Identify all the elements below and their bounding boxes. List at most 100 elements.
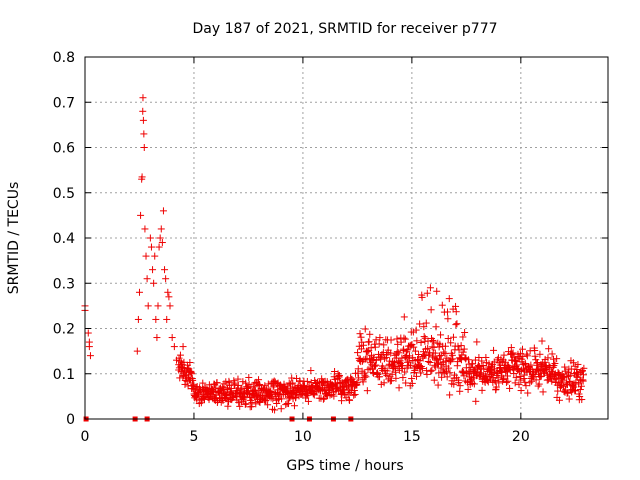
data-point <box>150 279 158 287</box>
data-point <box>437 331 445 339</box>
y-tick-label: 0.3 <box>53 276 75 292</box>
data-point <box>437 364 445 372</box>
data-point <box>168 334 176 342</box>
data-point <box>187 369 195 377</box>
data-point <box>271 406 279 414</box>
data-point <box>350 391 358 399</box>
data-point <box>176 357 184 365</box>
data-point <box>138 173 146 181</box>
data-point <box>139 107 147 115</box>
data-point <box>490 346 498 354</box>
data-point <box>242 379 250 387</box>
data-point <box>502 378 510 386</box>
data-point <box>443 373 451 381</box>
data-point <box>356 330 364 338</box>
data-point <box>310 391 318 399</box>
data-point <box>436 352 444 360</box>
x-tick-label: 20 <box>512 429 530 445</box>
data-point <box>354 349 362 357</box>
y-tick-label: 0.6 <box>53 141 75 157</box>
data-point <box>487 363 495 371</box>
data-point <box>553 355 561 363</box>
data-point <box>561 363 569 371</box>
data-point <box>186 359 194 367</box>
data-point <box>571 387 579 395</box>
data-point <box>454 342 462 350</box>
data-point <box>399 374 407 382</box>
data-point <box>366 330 374 338</box>
data-point <box>436 355 444 363</box>
data-point <box>371 343 379 351</box>
data-point <box>161 266 169 274</box>
data-point <box>387 336 395 344</box>
data-point <box>401 353 409 361</box>
y-tick-label: 0.4 <box>53 231 75 247</box>
data-point <box>426 284 434 292</box>
data-point <box>577 382 585 390</box>
data-point <box>562 379 570 387</box>
data-point <box>360 356 368 364</box>
data-point <box>175 354 183 362</box>
data-point <box>579 377 587 385</box>
data-point <box>452 302 460 310</box>
data-point <box>375 340 383 348</box>
data-point <box>304 397 312 405</box>
data-point <box>358 338 366 346</box>
data-point <box>141 225 149 233</box>
data-point <box>408 375 416 383</box>
x-tick-label: 10 <box>294 429 312 445</box>
data-point <box>512 374 520 382</box>
data-point <box>326 391 334 399</box>
data-point <box>255 376 263 384</box>
data-point <box>242 400 250 408</box>
data-point <box>554 387 562 395</box>
data-point <box>517 376 525 384</box>
data-point <box>457 342 465 350</box>
data-point <box>372 361 380 369</box>
data-point <box>400 334 408 342</box>
data-point <box>431 349 439 357</box>
data-point <box>359 341 367 349</box>
data-point <box>355 374 363 382</box>
data-point <box>526 379 534 387</box>
data-point <box>535 366 543 374</box>
data-point <box>459 367 467 375</box>
data-point <box>497 364 505 372</box>
y-tick-label: 0.7 <box>53 95 75 111</box>
data-point <box>441 342 449 350</box>
data-point <box>84 329 92 337</box>
y-tick-labels: 0 0.1 0.2 0.3 0.4 0.5 0.6 0.7 0.8 <box>53 50 75 428</box>
data-point <box>427 367 435 375</box>
data-point <box>461 328 469 336</box>
data-point <box>241 393 249 401</box>
data-point <box>415 350 423 358</box>
data-point <box>465 368 473 376</box>
data-point <box>353 379 361 387</box>
data-point <box>459 348 467 356</box>
data-point <box>539 388 547 396</box>
data-point <box>307 367 315 375</box>
data-point <box>249 383 257 391</box>
data-point <box>446 369 454 377</box>
data-point <box>387 377 395 385</box>
data-point <box>370 362 378 370</box>
data-point <box>418 365 426 373</box>
data-point <box>418 293 426 301</box>
data-point <box>566 371 574 379</box>
data-point <box>543 366 551 374</box>
data-point <box>578 396 586 404</box>
data-point <box>452 308 460 316</box>
data-point <box>500 351 508 359</box>
data-points <box>81 94 588 414</box>
data-point <box>277 405 285 413</box>
data-point <box>420 323 428 331</box>
data-point <box>438 301 446 309</box>
data-point <box>179 343 187 351</box>
data-point <box>335 371 343 379</box>
data-point <box>414 357 422 365</box>
data-point <box>361 371 369 379</box>
data-point <box>445 295 453 303</box>
data-point <box>455 346 463 354</box>
data-point <box>140 130 148 138</box>
